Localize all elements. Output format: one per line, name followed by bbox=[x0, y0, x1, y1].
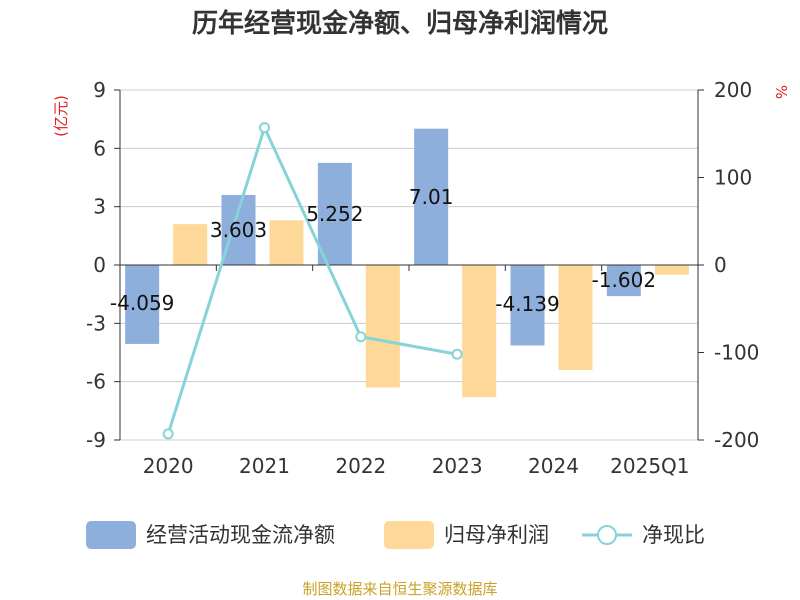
net-profit-bar bbox=[654, 265, 689, 275]
cashflow-bar bbox=[125, 265, 160, 344]
x-tick-label: 2024 bbox=[528, 454, 579, 478]
legend-label-ratio: 净现比 bbox=[642, 523, 705, 547]
cashflow-data-label: -4.139 bbox=[495, 292, 559, 316]
right-axis-unit: % bbox=[772, 85, 790, 99]
left-tick-label: -6 bbox=[86, 370, 106, 394]
ratio-point bbox=[259, 122, 270, 134]
legend-marker-ratio bbox=[597, 525, 617, 545]
ratio-line-path bbox=[166, 123, 458, 435]
cashflow-bar bbox=[606, 265, 641, 297]
left-axis-unit: (亿元) bbox=[52, 95, 70, 137]
net-profit-bar bbox=[269, 220, 304, 265]
ratio-point bbox=[355, 331, 367, 343]
net-profit-bar bbox=[173, 224, 208, 265]
x-tick-label: 2022 bbox=[335, 454, 386, 478]
cashflow-bar bbox=[317, 162, 352, 265]
legend-swatch-cashflow bbox=[86, 521, 136, 549]
left-tick-label: 6 bbox=[93, 136, 106, 160]
left-tick-label: 9 bbox=[93, 78, 106, 102]
ratio-point bbox=[451, 348, 463, 360]
left-tick-label: 3 bbox=[93, 195, 106, 219]
net-profit-bar bbox=[365, 265, 400, 388]
ratio-line bbox=[162, 122, 463, 440]
right-tick-label: -200 bbox=[714, 428, 759, 452]
cashflow-data-label: -4.059 bbox=[110, 291, 174, 315]
axes: 9 6 3 0 -3 -6 -9 200 100 0 -100 -200 2020 2021 2022 202… bbox=[86, 78, 759, 478]
cashflow-bar bbox=[510, 265, 545, 346]
chart-title: 历年经营现金净额、归母净利润情况 bbox=[192, 8, 608, 39]
x-tick-label: 2021 bbox=[239, 454, 290, 478]
legend-label-cashflow: 经营活动现金流净额 bbox=[146, 523, 335, 547]
cashflow-data-label: -1.602 bbox=[592, 268, 656, 292]
cashflow-data-label: 7.01 bbox=[409, 185, 454, 209]
net-profit-bar bbox=[558, 265, 593, 370]
right-tick-label: 100 bbox=[714, 166, 752, 190]
bars bbox=[125, 128, 689, 398]
cashflow-data-label: 5.252 bbox=[306, 202, 363, 226]
x-tick-label: 2023 bbox=[432, 454, 483, 478]
cashflow-bar bbox=[414, 128, 449, 265]
x-tick-label: 2025Q1 bbox=[610, 454, 689, 478]
right-tick-label: 0 bbox=[714, 253, 727, 277]
legend-label-net-profit: 归母净利润 bbox=[444, 523, 549, 547]
left-tick-label: -3 bbox=[86, 311, 106, 335]
legend: 经营活动现金流净额 归母净利润 净现比 bbox=[86, 521, 705, 549]
left-tick-label: -9 bbox=[86, 428, 106, 452]
source-note: 制图数据来自恒生聚源数据库 bbox=[302, 580, 497, 598]
right-tick-label: 200 bbox=[714, 78, 752, 102]
net-profit-bar bbox=[462, 265, 497, 398]
ratio-point bbox=[162, 428, 174, 440]
legend-swatch-net-profit bbox=[384, 521, 434, 549]
right-tick-label: -100 bbox=[714, 341, 759, 365]
x-tick-label: 2020 bbox=[143, 454, 194, 478]
data-labels: -4.059 3.603 5.252 7.01 -4.139 -1.602 bbox=[110, 185, 656, 316]
left-tick-label: 0 bbox=[93, 253, 106, 277]
cashflow-data-label: 3.603 bbox=[210, 218, 267, 242]
